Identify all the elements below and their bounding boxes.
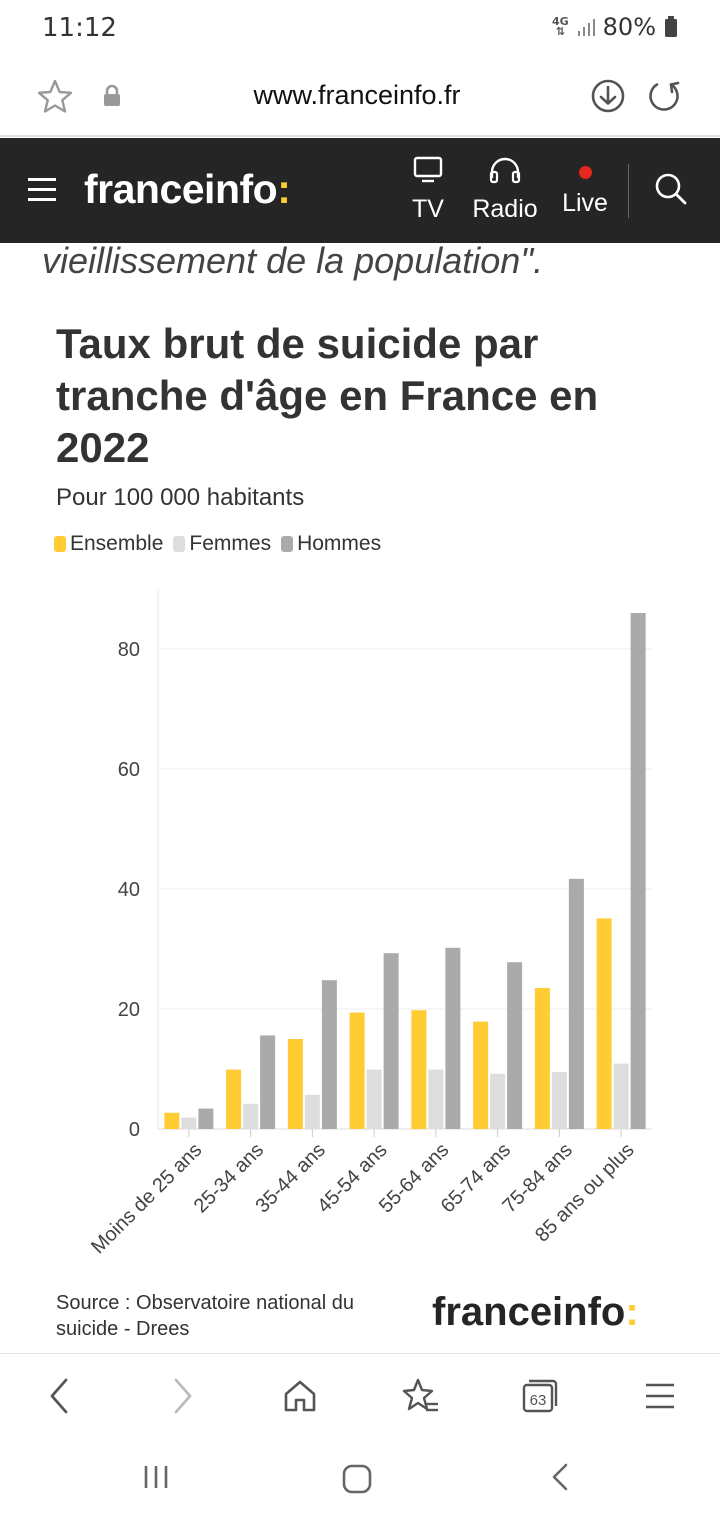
site-logo[interactable]: franceinfo: bbox=[84, 166, 291, 212]
search-icon[interactable] bbox=[654, 172, 688, 211]
battery-icon bbox=[665, 16, 677, 37]
bar-hommes bbox=[198, 1108, 214, 1129]
bookmarks-icon[interactable] bbox=[400, 1376, 440, 1416]
bar-femmes bbox=[551, 1072, 567, 1129]
bar-femmes bbox=[181, 1117, 197, 1129]
nav-radio[interactable]: Radio bbox=[466, 156, 544, 224]
x-tick-label: Moins de 25 ans bbox=[87, 1139, 206, 1258]
bar-ensemble bbox=[534, 988, 550, 1129]
nav-live-label: Live bbox=[562, 189, 608, 217]
network-type-icon: 4G ⇅ bbox=[551, 15, 569, 38]
bar-ensemble bbox=[349, 1012, 365, 1129]
legend-item-femmes[interactable]: Femmes bbox=[173, 532, 271, 556]
bar-hommes bbox=[383, 953, 399, 1129]
y-tick-label: 20 bbox=[118, 999, 140, 1021]
address-bar: www.franceinfo.fr bbox=[0, 62, 720, 134]
nav-live[interactable]: Live bbox=[556, 156, 614, 218]
forward-icon[interactable] bbox=[162, 1376, 202, 1416]
bar-femmes bbox=[428, 1069, 444, 1129]
site-header: franceinfo: TV Radio Live bbox=[0, 138, 720, 243]
article-quote: vieillissement de la population". bbox=[42, 240, 544, 281]
download-icon[interactable] bbox=[590, 78, 626, 119]
chart-source: Source : Observatoire national du suicid… bbox=[56, 1292, 354, 1340]
bar-hommes bbox=[568, 878, 584, 1129]
browser-toolbar: 63 bbox=[0, 1354, 720, 1436]
legend-item-hommes[interactable]: Hommes bbox=[281, 532, 381, 556]
bar-femmes bbox=[304, 1094, 320, 1129]
chart-legend: Ensemble Femmes Hommes bbox=[54, 532, 391, 556]
headphones-icon bbox=[489, 157, 521, 184]
battery-level: 80% bbox=[602, 13, 656, 41]
tv-icon bbox=[413, 156, 443, 183]
y-tick-label: 40 bbox=[118, 879, 140, 901]
bar-hommes bbox=[507, 962, 523, 1129]
y-tick-label: 60 bbox=[118, 759, 140, 781]
bar-ensemble bbox=[287, 1039, 303, 1129]
bar-hommes bbox=[260, 1035, 276, 1129]
y-tick-label: 0 bbox=[129, 1119, 140, 1141]
tab-count: 63 bbox=[530, 1392, 547, 1409]
bar-hommes bbox=[445, 947, 461, 1129]
bar-femmes bbox=[490, 1073, 506, 1129]
bar-ensemble bbox=[164, 1112, 180, 1129]
system-navigation-bar bbox=[0, 1440, 720, 1520]
browser-menu-icon[interactable] bbox=[640, 1376, 680, 1416]
bar-femmes bbox=[243, 1103, 259, 1129]
lock-icon bbox=[102, 84, 122, 113]
home-icon[interactable] bbox=[280, 1376, 320, 1416]
live-dot-icon bbox=[578, 166, 592, 179]
bar-ensemble bbox=[226, 1069, 242, 1129]
y-tick-label: 80 bbox=[118, 639, 140, 661]
bar-hommes bbox=[630, 613, 646, 1129]
address-bar-divider bbox=[0, 135, 720, 137]
legend-swatch-ensemble bbox=[54, 536, 66, 552]
bar-ensemble bbox=[596, 918, 612, 1129]
source-logo: franceinfo: bbox=[432, 1290, 639, 1334]
chart-subtitle: Pour 100 000 habitants bbox=[56, 484, 305, 511]
legend-label-ensemble: Ensemble bbox=[70, 532, 164, 555]
recents-icon[interactable] bbox=[142, 1462, 172, 1497]
legend-swatch-hommes bbox=[281, 536, 294, 552]
system-back-icon[interactable] bbox=[546, 1462, 576, 1497]
bar-ensemble bbox=[411, 1010, 427, 1129]
system-home-icon[interactable] bbox=[340, 1462, 374, 1501]
nav-separator bbox=[628, 164, 629, 218]
reload-icon[interactable] bbox=[646, 78, 682, 119]
back-icon[interactable] bbox=[40, 1376, 80, 1416]
nav-radio-label: Radio bbox=[472, 195, 538, 223]
tabs-icon[interactable]: 63 bbox=[520, 1376, 560, 1416]
nav-tv[interactable]: TV bbox=[406, 156, 450, 224]
status-bar: 11:12 4G ⇅ 80% bbox=[0, 0, 720, 56]
bookmark-star-icon[interactable] bbox=[36, 78, 74, 121]
status-time: 11:12 bbox=[42, 13, 117, 43]
browser-bar-divider bbox=[0, 1353, 720, 1354]
bar-femmes bbox=[613, 1063, 629, 1129]
chart-title: Taux brut de suicide par tranche d'âge e… bbox=[56, 320, 599, 471]
legend-label-femmes: Femmes bbox=[189, 532, 272, 555]
legend-swatch-femmes bbox=[173, 536, 186, 552]
hamburger-menu-icon[interactable] bbox=[28, 178, 56, 201]
url-field[interactable]: www.franceinfo.fr bbox=[253, 80, 461, 110]
bar-ensemble bbox=[473, 1021, 489, 1129]
legend-label-hommes: Hommes bbox=[297, 532, 382, 555]
legend-item-ensemble[interactable]: Ensemble bbox=[54, 532, 163, 556]
bar-hommes bbox=[321, 980, 337, 1129]
status-icons: 4G ⇅ 80% bbox=[552, 13, 678, 41]
nav-tv-label: TV bbox=[412, 195, 444, 223]
signal-icon bbox=[577, 19, 595, 36]
bar-femmes bbox=[366, 1069, 382, 1129]
